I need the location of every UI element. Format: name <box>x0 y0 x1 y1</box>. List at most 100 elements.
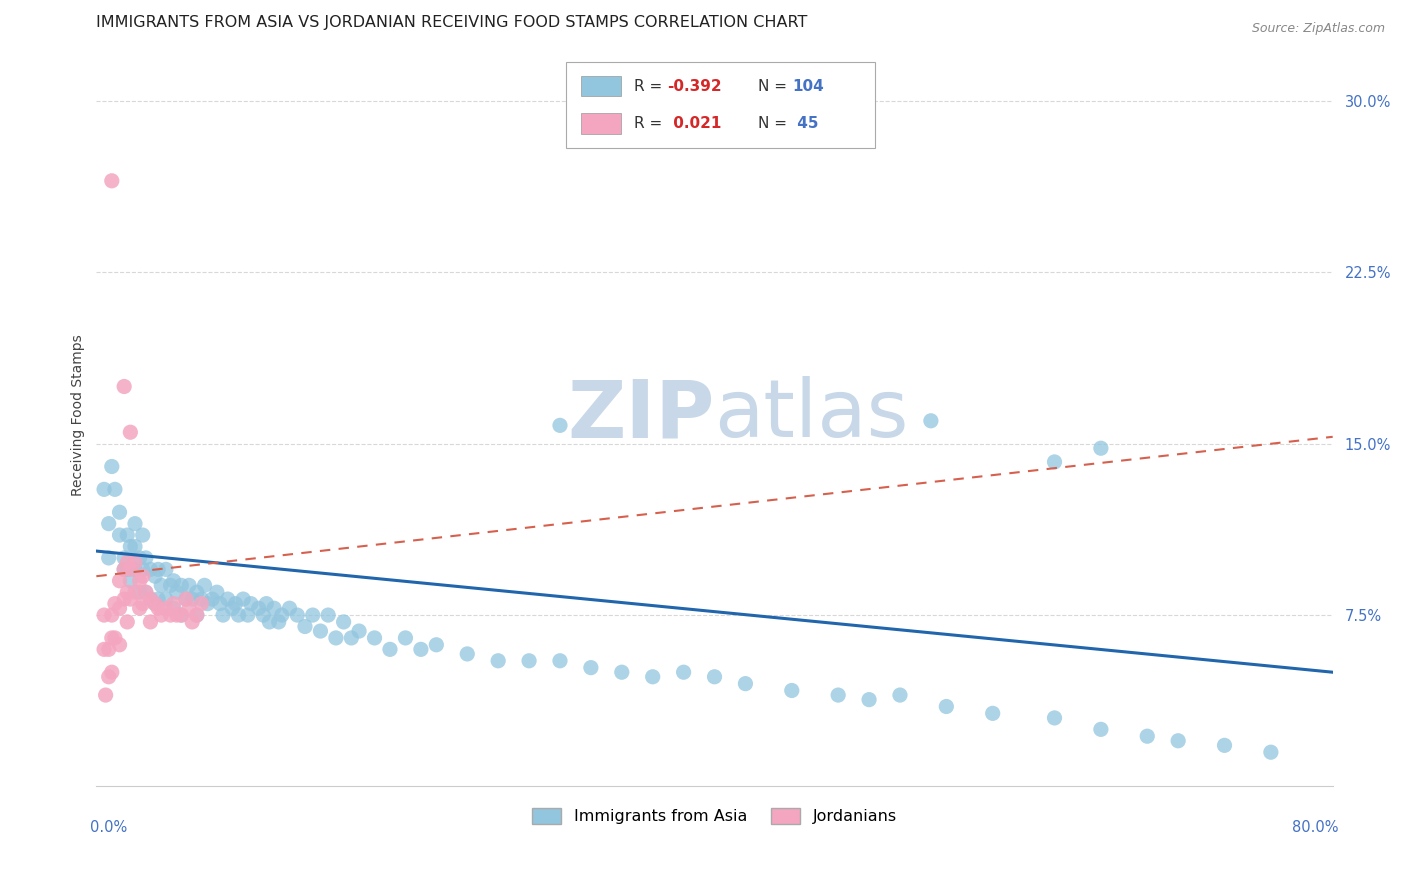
Point <box>672 665 695 680</box>
Point <box>117 562 139 576</box>
Point <box>263 601 285 615</box>
Point <box>174 592 197 607</box>
Point <box>93 642 115 657</box>
Text: 45: 45 <box>793 116 818 130</box>
Point <box>889 688 911 702</box>
Point <box>174 592 197 607</box>
Point <box>120 574 142 588</box>
Point <box>409 642 432 657</box>
Point <box>247 601 270 615</box>
Point <box>316 608 339 623</box>
Point <box>1167 733 1189 747</box>
Point <box>1213 739 1236 753</box>
Point <box>548 418 571 433</box>
Point <box>146 601 169 615</box>
Point <box>143 597 166 611</box>
Point <box>170 608 193 623</box>
Point <box>236 608 259 623</box>
Point <box>252 608 274 623</box>
Point <box>363 631 385 645</box>
Point <box>232 592 254 607</box>
Point <box>108 505 131 519</box>
Point <box>128 585 150 599</box>
Point <box>221 601 243 615</box>
Point <box>270 608 292 623</box>
Text: R =: R = <box>634 78 668 94</box>
Point <box>108 528 131 542</box>
Point <box>347 624 370 638</box>
Point <box>1043 455 1066 469</box>
Point <box>150 608 173 623</box>
Point <box>456 647 478 661</box>
Point <box>309 624 332 638</box>
Point <box>170 608 193 623</box>
Point <box>120 592 142 607</box>
Point <box>394 631 416 645</box>
Point <box>132 569 155 583</box>
Point <box>935 699 957 714</box>
Point <box>703 670 725 684</box>
Legend: Immigrants from Asia, Jordanians: Immigrants from Asia, Jordanians <box>526 801 903 830</box>
Point <box>486 654 509 668</box>
Text: N =: N = <box>758 78 792 94</box>
Point <box>124 585 146 599</box>
Point <box>254 597 277 611</box>
Text: Source: ZipAtlas.com: Source: ZipAtlas.com <box>1251 22 1385 36</box>
Point <box>159 578 181 592</box>
Point <box>181 592 204 607</box>
Point <box>93 608 115 623</box>
Point <box>378 642 401 657</box>
Point <box>1090 723 1112 737</box>
Point <box>93 483 115 497</box>
Text: 104: 104 <box>793 78 824 94</box>
Point <box>135 585 157 599</box>
Bar <box>581 76 620 96</box>
Point <box>190 592 212 607</box>
Text: R =: R = <box>634 116 668 130</box>
Point <box>128 601 150 615</box>
Text: ZIP: ZIP <box>567 376 714 454</box>
Point <box>579 660 602 674</box>
Point <box>104 597 127 611</box>
Text: N =: N = <box>758 116 792 130</box>
Point <box>1090 441 1112 455</box>
Point <box>139 592 162 607</box>
Point <box>128 574 150 588</box>
Point <box>117 556 139 570</box>
Point <box>162 574 184 588</box>
Point <box>128 550 150 565</box>
Point <box>425 638 447 652</box>
Point <box>94 688 117 702</box>
Point <box>259 615 281 629</box>
Point <box>267 615 290 629</box>
Point <box>104 631 127 645</box>
Point <box>108 638 131 652</box>
Point <box>135 550 157 565</box>
Point <box>285 608 308 623</box>
Point <box>132 562 155 576</box>
Point <box>97 642 120 657</box>
Point <box>101 174 124 188</box>
Point <box>112 562 135 576</box>
Point <box>1260 745 1282 759</box>
Point <box>162 597 184 611</box>
Point <box>124 516 146 531</box>
Point <box>162 601 184 615</box>
Point <box>170 578 193 592</box>
Point <box>332 615 354 629</box>
Point <box>858 692 880 706</box>
Text: 0.021: 0.021 <box>668 116 721 130</box>
Point <box>101 631 124 645</box>
Point <box>117 528 139 542</box>
Point <box>301 608 323 623</box>
Point <box>190 597 212 611</box>
Point <box>197 597 219 611</box>
Point <box>340 631 363 645</box>
Point <box>120 425 142 440</box>
Text: IMMIGRANTS FROM ASIA VS JORDANIAN RECEIVING FOOD STAMPS CORRELATION CHART: IMMIGRANTS FROM ASIA VS JORDANIAN RECEIV… <box>97 15 807 30</box>
Point <box>120 540 142 554</box>
Point <box>146 592 169 607</box>
Point <box>181 615 204 629</box>
Point <box>294 619 316 633</box>
Y-axis label: Receiving Food Stamps: Receiving Food Stamps <box>72 334 86 496</box>
